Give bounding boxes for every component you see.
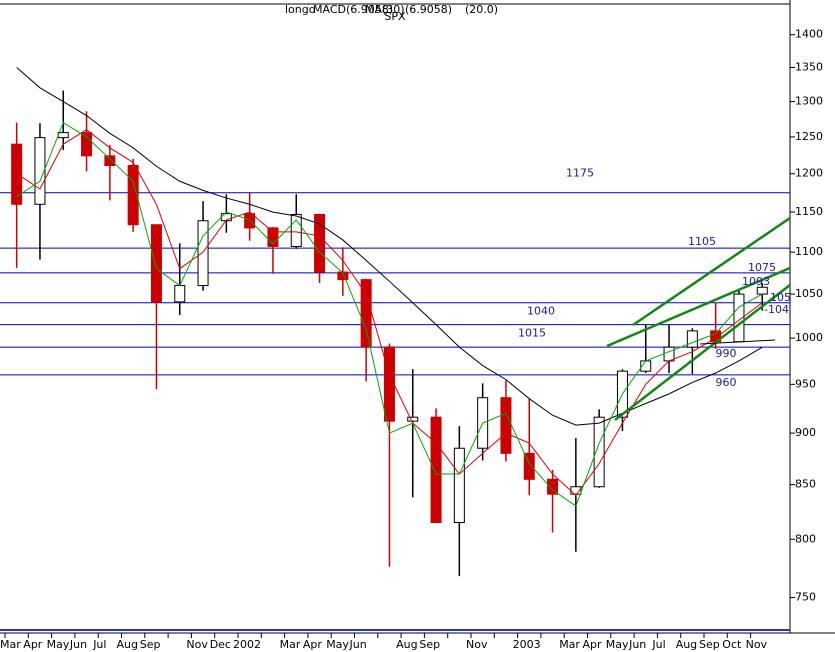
annotation: 1093 — [742, 275, 770, 288]
x-tick-label: Jul — [92, 638, 106, 651]
trend-line — [699, 339, 776, 345]
candle-body — [267, 227, 279, 247]
trend-line — [632, 216, 791, 327]
candle-body — [407, 416, 419, 422]
y-tick-label: 1050 — [795, 287, 823, 300]
indicator-label: (20.0) — [465, 3, 498, 16]
indicator-label: longo — [285, 3, 316, 16]
y-tick-label: 750 — [795, 590, 816, 603]
y-tick-label: 1350 — [795, 61, 823, 74]
candle-body — [197, 220, 209, 287]
x-tick-label: Jul — [651, 638, 665, 651]
x-tick-label: May — [326, 638, 349, 651]
y-tick-label: 1100 — [795, 245, 823, 258]
candle-body — [150, 224, 162, 303]
candle-body — [383, 346, 395, 422]
candle-body — [430, 416, 442, 524]
level-label: 1175 — [566, 167, 594, 180]
indicator-label: MACD(6.9058) — [313, 3, 393, 16]
x-tick-label: 2003 — [513, 638, 541, 651]
y-tick-label: 1400 — [795, 28, 823, 41]
x-tick-label: Apr — [303, 638, 323, 651]
y-tick-label: 850 — [795, 478, 816, 491]
x-tick-label: Nov — [466, 638, 488, 651]
x-tick-label: Aug — [676, 638, 697, 651]
y-tick-label: 1250 — [795, 130, 823, 143]
candle-body — [523, 452, 535, 480]
x-tick-label: Aug — [396, 638, 417, 651]
indicator-label: (6.9058) — [405, 3, 452, 16]
trend-channel — [606, 216, 791, 421]
x-tick-label: Jun — [69, 638, 87, 651]
moving-average — [16, 129, 763, 497]
y-tick-label: 1200 — [795, 167, 823, 180]
x-tick-label: Aug — [117, 638, 138, 651]
candle-body — [57, 132, 69, 139]
candle-body — [290, 213, 302, 247]
y-tick-label: 900 — [795, 426, 816, 439]
annotation: 105 — [770, 291, 791, 304]
x-tick-label: Apr — [583, 638, 603, 651]
x-tick-label: Mar — [559, 638, 580, 651]
moving-average — [16, 121, 763, 507]
x-tick-label: Jun — [349, 638, 367, 651]
y-tick-label: 800 — [795, 532, 816, 545]
moving-average — [16, 67, 763, 426]
x-tick-label: May — [47, 638, 70, 651]
x-tick-label: Apr — [23, 638, 43, 651]
level-label: 1105 — [688, 235, 716, 248]
candle-body — [547, 478, 559, 495]
candle-body — [500, 397, 512, 454]
candle-body — [453, 447, 465, 524]
y-tick-label: 950 — [795, 377, 816, 390]
candle-body — [104, 155, 116, 166]
x-tick-label: Nov — [186, 638, 208, 651]
candle-body — [756, 286, 768, 295]
candle-body — [34, 137, 46, 205]
x-tick-label: Nov — [746, 638, 768, 651]
x-tick-label: 2002 — [233, 638, 261, 651]
x-tick-label: Sep — [140, 638, 161, 651]
level-label: 960 — [716, 376, 737, 389]
candle-body — [244, 213, 256, 229]
trend-line — [614, 284, 791, 421]
x-tick-label: May — [606, 638, 629, 651]
plot-area — [0, 67, 790, 577]
x-tick-label: Dec — [210, 638, 231, 651]
level-label: 1040 — [527, 305, 555, 318]
candle-body — [337, 271, 349, 281]
x-tick-label: Mar — [280, 638, 301, 651]
candle-body — [360, 279, 372, 348]
x-tick-label: Mar — [0, 638, 21, 651]
level-label: 990 — [716, 347, 737, 360]
trend-line — [606, 266, 791, 348]
x-tick-label: Jun — [628, 638, 646, 651]
candle-body — [663, 346, 675, 362]
y-tick-label: 1000 — [795, 331, 823, 344]
candle-body — [686, 330, 698, 348]
chart-title: SPX — [384, 10, 406, 23]
candle-body — [593, 416, 605, 488]
indicator-label: MA(30) — [365, 3, 405, 16]
candle-body — [127, 164, 139, 226]
level-label: 1075 — [748, 261, 776, 274]
candle-body — [81, 132, 93, 157]
y-tick-label: 1150 — [795, 205, 823, 218]
candle-body — [174, 285, 186, 303]
candle-body — [314, 213, 326, 273]
x-tick-label: Oct — [722, 638, 742, 651]
level-label: 1015 — [518, 327, 546, 340]
x-tick-label: Sep — [699, 638, 720, 651]
annotation: -104 — [764, 303, 789, 316]
x-tick-label: Sep — [419, 638, 440, 651]
y-tick-label: 1300 — [795, 95, 823, 108]
